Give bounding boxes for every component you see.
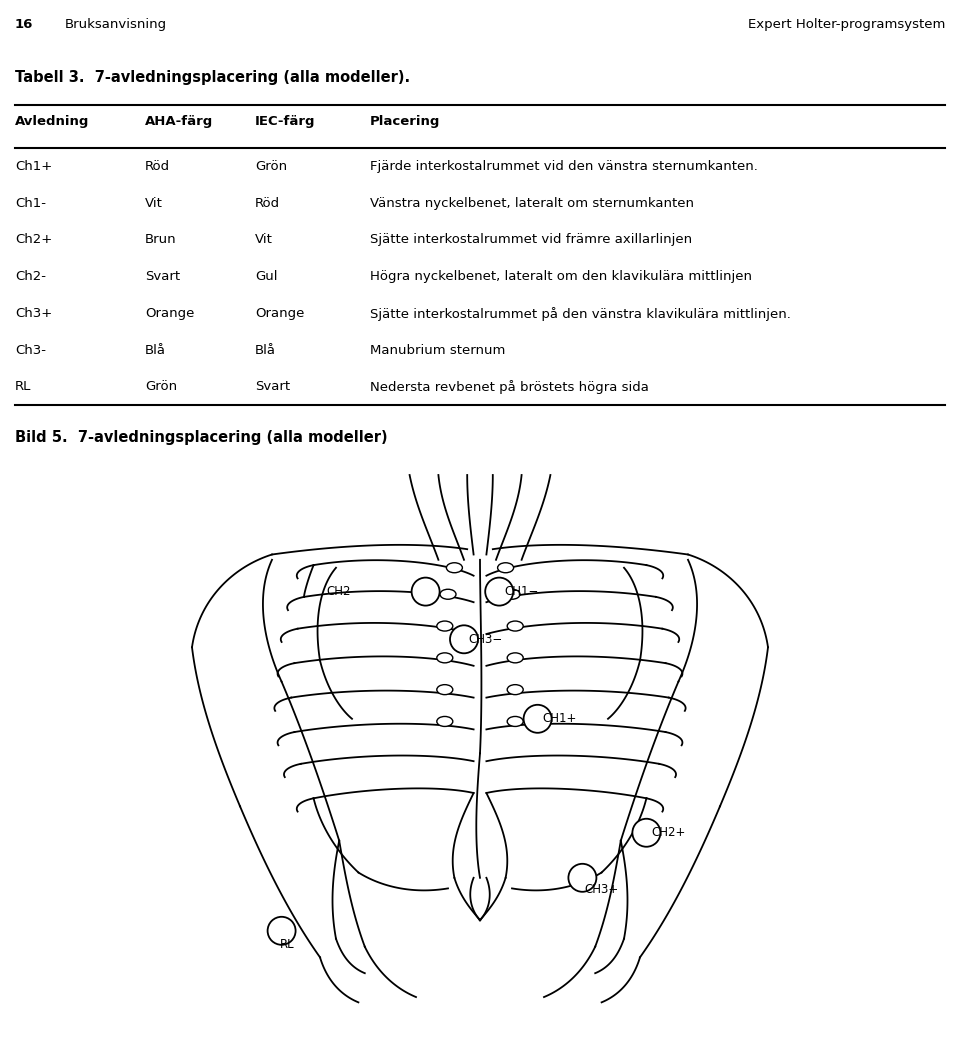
Text: AHA-färg: AHA-färg <box>145 115 213 128</box>
Text: Sjätte interkostalrummet vid främre axillarlinjen: Sjätte interkostalrummet vid främre axil… <box>370 234 692 246</box>
Ellipse shape <box>507 621 523 631</box>
Text: Avledning: Avledning <box>15 115 89 128</box>
Ellipse shape <box>446 563 463 573</box>
Text: Ch3-: Ch3- <box>15 344 46 357</box>
Circle shape <box>485 577 514 605</box>
Text: Blå: Blå <box>145 344 166 357</box>
Text: Sjätte interkostalrummet på den vänstra klavikulära mittlinjen.: Sjätte interkostalrummet på den vänstra … <box>370 307 791 321</box>
Text: Brun: Brun <box>145 234 177 246</box>
Circle shape <box>633 819 660 847</box>
Circle shape <box>412 577 440 605</box>
Text: Expert Holter-programsystem: Expert Holter-programsystem <box>748 18 945 31</box>
Text: Fjärde interkostalrummet vid den vänstra sternumkanten.: Fjärde interkostalrummet vid den vänstra… <box>370 160 757 173</box>
Text: Bruksanvisning: Bruksanvisning <box>65 18 167 31</box>
Text: RL: RL <box>279 938 294 951</box>
Ellipse shape <box>504 590 520 599</box>
Text: CH2+: CH2+ <box>652 826 685 840</box>
Text: CH1+: CH1+ <box>542 712 577 726</box>
Text: Ch2+: Ch2+ <box>15 234 52 246</box>
Text: Svart: Svart <box>255 380 290 393</box>
Text: Nedersta revbenet på bröstets högra sida: Nedersta revbenet på bröstets högra sida <box>370 380 649 394</box>
Ellipse shape <box>507 716 523 727</box>
Ellipse shape <box>507 685 523 694</box>
Text: Vänstra nyckelbenet, lateralt om sternumkanten: Vänstra nyckelbenet, lateralt om sternum… <box>370 197 694 210</box>
Text: Orange: Orange <box>145 307 194 320</box>
Text: Vit: Vit <box>145 197 163 210</box>
Text: Ch1-: Ch1- <box>15 197 46 210</box>
Ellipse shape <box>437 653 453 663</box>
Text: Grön: Grön <box>145 380 178 393</box>
Text: Röd: Röd <box>255 197 280 210</box>
Text: Manubrium sternum: Manubrium sternum <box>370 344 505 357</box>
Text: Orange: Orange <box>255 307 304 320</box>
Circle shape <box>568 864 596 892</box>
Text: Ch3+: Ch3+ <box>15 307 52 320</box>
Text: Röd: Röd <box>145 160 170 173</box>
Text: Ch1+: Ch1+ <box>15 160 52 173</box>
Text: CH3−: CH3− <box>468 633 502 646</box>
Text: Placering: Placering <box>370 115 441 128</box>
Text: IEC-färg: IEC-färg <box>255 115 316 128</box>
Text: Blå: Blå <box>255 344 276 357</box>
Text: Svart: Svart <box>145 270 180 283</box>
Ellipse shape <box>507 653 523 663</box>
Text: CH2−: CH2− <box>326 585 361 598</box>
Text: Ch2-: Ch2- <box>15 270 46 283</box>
Circle shape <box>523 705 552 733</box>
Text: Bild 5.  7-avledningsplacering (alla modeller): Bild 5. 7-avledningsplacering (alla mode… <box>15 430 388 445</box>
Text: Tabell 3.  7-avledningsplacering (alla modeller).: Tabell 3. 7-avledningsplacering (alla mo… <box>15 70 410 85</box>
Ellipse shape <box>437 621 453 631</box>
Text: 16: 16 <box>15 18 34 31</box>
Text: CH1−: CH1− <box>504 585 539 598</box>
Ellipse shape <box>497 563 514 573</box>
Text: Grön: Grön <box>255 160 287 173</box>
Text: Högra nyckelbenet, lateralt om den klavikulära mittlinjen: Högra nyckelbenet, lateralt om den klavi… <box>370 270 752 283</box>
Ellipse shape <box>440 590 456 599</box>
Text: RL: RL <box>15 380 32 393</box>
Text: CH3+: CH3+ <box>585 883 618 896</box>
Text: Vit: Vit <box>255 234 273 246</box>
Text: Gul: Gul <box>255 270 277 283</box>
Ellipse shape <box>437 716 453 727</box>
Circle shape <box>450 625 478 653</box>
Ellipse shape <box>437 685 453 694</box>
Circle shape <box>268 917 296 945</box>
